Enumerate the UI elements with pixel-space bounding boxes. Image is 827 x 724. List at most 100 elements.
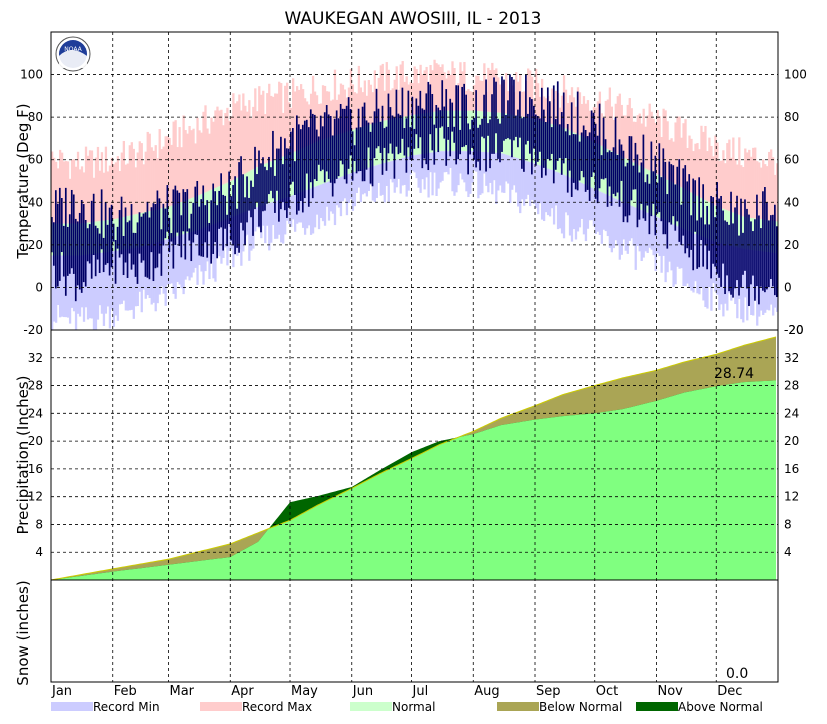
record-min-bar — [736, 247, 739, 319]
record-max-bar — [694, 143, 697, 195]
record-max-bar — [164, 136, 167, 208]
record-max-bar — [188, 125, 191, 199]
record-max-bar — [128, 145, 131, 216]
observed-temp-bar — [369, 131, 372, 184]
record-max-bar — [405, 76, 408, 117]
observed-temp-bar — [327, 114, 330, 179]
observed-temp-bar — [620, 144, 623, 181]
observed-temp-bar — [670, 164, 673, 225]
record-min-bar — [576, 181, 580, 232]
observed-temp-bar — [126, 222, 129, 278]
record-min-bar — [250, 209, 253, 251]
observed-temp-bar — [664, 161, 667, 235]
record-max-bar — [244, 105, 247, 174]
observed-temp-bar — [178, 192, 181, 246]
record-min-bar — [652, 215, 655, 256]
observed-temp-bar — [371, 122, 374, 187]
precipitation-tick-label-right: 32 — [784, 351, 799, 365]
record-min-bar — [507, 155, 510, 184]
record-max-bar — [140, 143, 143, 213]
record-min-bar — [664, 220, 667, 283]
observed-temp-bar — [497, 118, 499, 159]
observed-temp-bar — [116, 226, 119, 249]
record-max-bar — [311, 75, 315, 144]
observed-temp-bar — [393, 117, 396, 179]
observed-temp-bar — [331, 135, 334, 197]
record-min-bar — [305, 189, 309, 229]
observed-temp-bar — [202, 185, 205, 257]
record-max-bar — [582, 96, 586, 138]
record-max-bar — [483, 63, 486, 112]
observed-temp-bar — [154, 204, 157, 269]
record-min-bar — [708, 239, 711, 288]
record-max-bar — [268, 83, 271, 163]
record-max-bar — [688, 135, 691, 192]
record-max-bar — [566, 102, 570, 130]
record-min-bar — [429, 152, 432, 173]
record-max-bar — [272, 96, 275, 161]
observed-temp-bar — [457, 85, 460, 160]
observed-temp-bar — [674, 184, 677, 231]
record-min-bar — [315, 186, 319, 215]
observed-temp-bar — [355, 127, 358, 174]
precipitation-tick-label-right: 28 — [784, 379, 799, 393]
record-max-bar — [226, 107, 229, 183]
observed-temp-bar — [521, 118, 523, 169]
record-min-bar — [399, 158, 402, 194]
observed-temp-bar — [78, 212, 81, 290]
record-max-bar — [664, 110, 667, 179]
record-max-bar — [284, 85, 287, 156]
observed-temp-bar — [471, 119, 473, 148]
record-min-bar — [389, 161, 392, 180]
observed-temp-bar — [538, 118, 541, 152]
observed-temp-bar — [718, 198, 720, 278]
precipitation-tick-label-right: 24 — [784, 406, 799, 420]
legend-label: Normal — [392, 700, 435, 714]
record-max-bar — [321, 85, 325, 140]
observed-temp-bar — [419, 90, 422, 138]
precipitation-tick-label-right: 20 — [784, 434, 799, 448]
record-min-bar — [403, 157, 406, 185]
record-max-bar — [536, 83, 540, 120]
record-max-bar — [307, 104, 311, 146]
record-min-bar — [588, 186, 592, 221]
record-max-bar — [297, 89, 301, 150]
record-min-bar — [411, 155, 414, 171]
observed-temp-bar — [646, 174, 649, 206]
record-min-bar — [676, 226, 679, 267]
observed-temp-bar — [52, 222, 55, 266]
observed-temp-bar — [248, 197, 250, 211]
record-max-bar — [315, 95, 319, 142]
record-max-bar — [130, 142, 133, 216]
record-min-bar — [616, 199, 619, 246]
temperature-tick-label-left: 40 — [28, 195, 43, 209]
record-min-bar — [558, 173, 562, 229]
record-max-bar — [409, 82, 412, 116]
observed-temp-bar — [383, 128, 386, 148]
record-min-bar — [228, 217, 231, 251]
record-max-bar — [138, 141, 141, 214]
observed-temp-bar — [140, 216, 143, 263]
observed-temp-bar — [349, 109, 352, 156]
record-min-bar — [309, 188, 313, 235]
observed-temp-bar — [634, 142, 637, 190]
record-max-bar — [256, 111, 259, 168]
observed-temp-bar — [698, 177, 701, 268]
record-min-bar — [54, 255, 58, 323]
normal-range-bar — [134, 214, 137, 248]
observed-temp-bar — [72, 194, 75, 274]
record-max-bar — [106, 171, 110, 221]
observed-temp-bar — [650, 141, 653, 217]
record-max-bar — [740, 165, 743, 216]
observed-temp-bar — [423, 109, 426, 159]
record-min-bar — [68, 255, 72, 324]
observed-temp-bar — [556, 81, 559, 161]
record-max-bar — [196, 117, 199, 196]
record-max-bar — [746, 152, 749, 218]
record-min-bar — [523, 160, 526, 206]
record-max-bar — [96, 146, 100, 222]
record-min-bar — [686, 230, 689, 284]
record-min-bar — [540, 166, 544, 220]
record-min-bar — [455, 151, 458, 193]
observed-temp-bar — [270, 167, 272, 191]
